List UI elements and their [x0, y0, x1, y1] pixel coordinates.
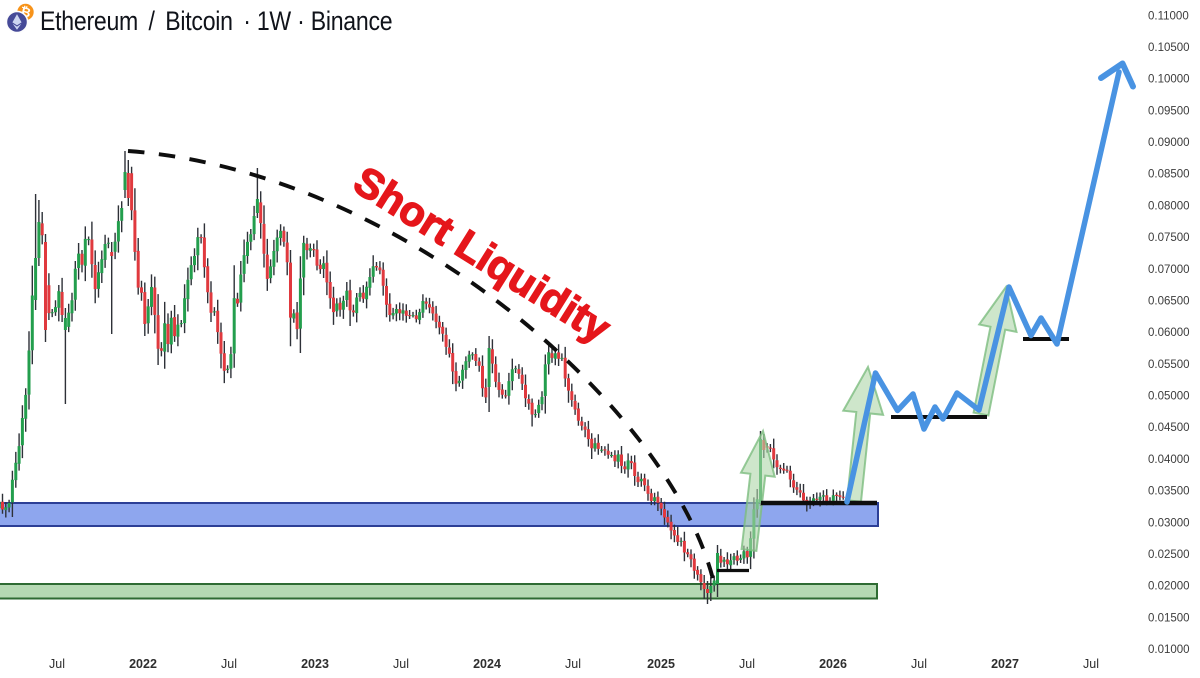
svg-text:0.06000: 0.06000	[1148, 327, 1190, 339]
svg-text:0.01000: 0.01000	[1148, 644, 1190, 656]
svg-text:0.11000: 0.11000	[1148, 10, 1189, 22]
svg-text:0.05500: 0.05500	[1148, 359, 1190, 371]
svg-text:0.04000: 0.04000	[1148, 454, 1190, 466]
svg-text:0.08500: 0.08500	[1148, 169, 1190, 181]
svg-text:0.10000: 0.10000	[1148, 74, 1190, 86]
svg-text:Jul: Jul	[739, 657, 755, 671]
svg-text:0.08000: 0.08000	[1148, 200, 1190, 212]
svg-text:0.04500: 0.04500	[1148, 422, 1190, 434]
svg-text:0.07500: 0.07500	[1148, 232, 1190, 244]
svg-text:2024: 2024	[473, 657, 501, 671]
svg-text:Jul: Jul	[1083, 657, 1099, 671]
svg-text:2025: 2025	[647, 657, 675, 671]
svg-text:2027: 2027	[991, 657, 1019, 671]
svg-text:0.06500: 0.06500	[1148, 296, 1190, 308]
svg-text:0.01500: 0.01500	[1148, 612, 1190, 624]
svg-text:2023: 2023	[301, 657, 329, 671]
svg-text:2022: 2022	[129, 657, 157, 671]
svg-text:0.02500: 0.02500	[1148, 549, 1190, 561]
svg-text:0.07000: 0.07000	[1148, 264, 1190, 276]
svg-text:Jul: Jul	[911, 657, 927, 671]
svg-text:0.03500: 0.03500	[1148, 486, 1190, 498]
svg-text:0.09500: 0.09500	[1148, 105, 1190, 117]
svg-text:0.05000: 0.05000	[1148, 391, 1190, 403]
svg-text:0.10500: 0.10500	[1148, 42, 1190, 54]
svg-text:Jul: Jul	[49, 657, 65, 671]
svg-text:0.03000: 0.03000	[1148, 517, 1190, 529]
svg-text:0.02000: 0.02000	[1148, 581, 1190, 593]
svg-text:2026: 2026	[819, 657, 847, 671]
svg-text:0.09000: 0.09000	[1148, 137, 1190, 149]
svg-text:Jul: Jul	[221, 657, 237, 671]
svg-text:Jul: Jul	[393, 657, 409, 671]
svg-text:Jul: Jul	[565, 657, 581, 671]
